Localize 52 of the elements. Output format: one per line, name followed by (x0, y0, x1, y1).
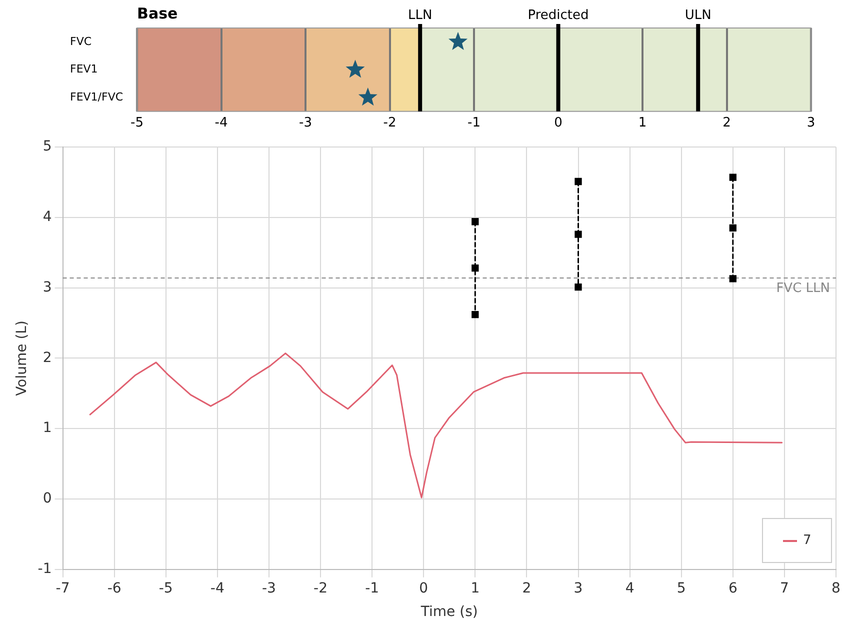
x-tick-label: 8 (832, 580, 840, 596)
point (472, 264, 479, 272)
point (472, 310, 479, 318)
x-tick-label: 1 (470, 580, 480, 596)
ref-line-label: FVC LLN (776, 280, 830, 296)
x-tick-label: -3 (262, 580, 276, 596)
ref-line-label: Predicted (528, 8, 589, 23)
y-tick-label: 1 (42, 420, 52, 436)
point (574, 178, 582, 186)
point (729, 174, 736, 181)
ref-line-label: LLN (408, 8, 432, 23)
y-tick-label: -1 (38, 561, 52, 578)
x-tick-label: 0 (419, 580, 428, 596)
chart-title: Base (137, 4, 178, 22)
y-tick-label: 2 (42, 350, 52, 366)
point (574, 284, 582, 291)
point (729, 275, 736, 282)
x-tick-label: 5 (676, 580, 686, 596)
x-tick-label: 3 (574, 580, 583, 596)
x-axis-title: Time (s) (420, 604, 478, 620)
x-tick-label: -6 (107, 580, 122, 596)
x-tick-label: -5 (130, 116, 144, 131)
y-tick-label: FVC (70, 34, 92, 48)
x-tick-label: -4 (214, 116, 228, 131)
point (729, 224, 736, 232)
y-tick-label: FEV1/FVC (70, 90, 124, 104)
legend-label: 7 (803, 533, 812, 548)
x-tick-label: 2 (722, 116, 731, 131)
x-tick-label: 1 (638, 116, 647, 131)
x-tick-label: 2 (522, 580, 532, 596)
x-tick-label: 0 (554, 116, 562, 131)
y-tick-label: 3 (42, 279, 52, 296)
x-tick-label: -1 (468, 116, 481, 131)
y-tick-label: FEV1 (70, 62, 98, 76)
x-tick-label: 4 (625, 580, 634, 596)
x-tick-label: -3 (299, 116, 312, 131)
x-tick-label: -7 (56, 580, 70, 596)
x-tick-label: -1 (365, 580, 380, 596)
x-tick-label: 7 (780, 580, 789, 596)
y-tick-label: 4 (42, 209, 52, 226)
x-tick-label: -5 (158, 580, 173, 596)
point (472, 218, 479, 226)
x-tick-label: -4 (210, 580, 224, 596)
point (574, 230, 582, 238)
x-tick-label: -2 (383, 116, 396, 131)
y-tick-label: 5 (42, 138, 52, 155)
ref-line-label: ULN (684, 8, 712, 23)
y-axis-title: Volume (L) (14, 320, 30, 396)
y-tick-label: 0 (42, 490, 52, 507)
x-tick-label: 3 (806, 116, 816, 131)
x-tick-label: -2 (314, 580, 328, 596)
x-tick-label: 6 (728, 580, 738, 596)
